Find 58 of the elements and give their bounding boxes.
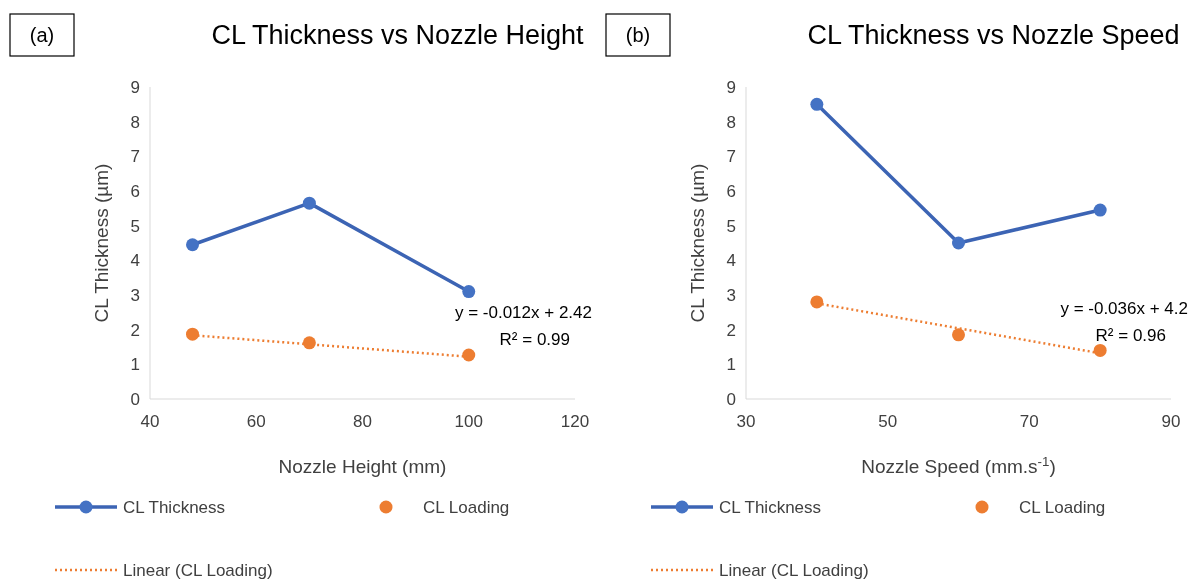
x-axis-title: Nozzle Height (mm) xyxy=(278,456,447,477)
point xyxy=(462,285,476,299)
point xyxy=(302,196,316,210)
x-tick-label: 60 xyxy=(246,412,266,431)
point xyxy=(952,328,965,342)
y-tick-label: 1 xyxy=(726,355,736,375)
text: (a) xyxy=(29,24,55,46)
y-axis-title: CL Thickness (µm) xyxy=(91,163,112,323)
annotation: R² = 0.99 xyxy=(499,329,570,349)
y-tick-label: 3 xyxy=(130,285,140,305)
x-axis-title: Nozzle Speed (mm.s$^{-1}$) xyxy=(861,453,1056,477)
legend-label: CL Thickness xyxy=(123,497,226,517)
y-tick-label: 8 xyxy=(130,112,140,132)
y-tick-label: 2 xyxy=(130,320,140,340)
point xyxy=(810,97,824,111)
x-tick-label: 30 xyxy=(736,412,756,431)
x-tick-label: 90 xyxy=(1161,412,1181,431)
legend-label: CL Loading xyxy=(423,497,510,517)
x-tick-label: 80 xyxy=(353,412,372,431)
y-tick-label: 2 xyxy=(726,320,736,340)
legend-label: CL Loading xyxy=(1019,497,1106,517)
point xyxy=(1093,203,1107,217)
y-tick-label: 7 xyxy=(130,147,140,167)
y-tick-label: 0 xyxy=(726,389,736,409)
legend-label: CL Thickness xyxy=(719,497,822,517)
point xyxy=(302,336,316,350)
x-tick-label: 40 xyxy=(140,412,160,431)
x-tick-label: 100 xyxy=(454,412,483,431)
point xyxy=(1093,343,1107,357)
x-tick-label: 120 xyxy=(560,412,590,431)
y-tick-label: 0 xyxy=(130,389,140,409)
y-tick-label: 6 xyxy=(130,181,140,201)
point xyxy=(952,236,965,250)
y-tick-label: 5 xyxy=(130,216,140,236)
y-tick-label: 4 xyxy=(726,251,736,271)
point xyxy=(186,238,199,252)
x-tick-label: 50 xyxy=(878,412,898,431)
legend-label: Linear (CL Loading) xyxy=(123,560,273,580)
y-tick-label: 1 xyxy=(130,355,140,375)
y-tick-label: 5 xyxy=(726,216,736,236)
y-tick-label: 3 xyxy=(726,285,736,305)
x-tick-label: 70 xyxy=(1019,412,1039,431)
y-tick-label: 9 xyxy=(130,77,140,97)
annotation: R² = 0.96 xyxy=(1095,326,1166,346)
point xyxy=(186,327,199,341)
chart-title: CL Thickness vs Nozzle Height xyxy=(211,20,585,50)
y-tick-label: 8 xyxy=(726,112,736,132)
annotation: y = -0.012x + 2.42 xyxy=(454,302,592,322)
y-tick-label: 9 xyxy=(726,77,736,97)
y-axis-title: CL Thickness (µm) xyxy=(687,163,708,323)
chart-title: CL Thickness vs Nozzle Speed xyxy=(807,20,1180,50)
point xyxy=(810,295,824,309)
legend-label: Linear (CL Loading) xyxy=(719,560,869,580)
y-tick-label: 7 xyxy=(726,147,736,167)
text: (b) xyxy=(625,24,651,46)
y-tick-label: 6 xyxy=(726,181,736,201)
annotation: y = -0.036x + 4.2 xyxy=(1060,299,1188,319)
y-tick-label: 4 xyxy=(130,251,140,271)
